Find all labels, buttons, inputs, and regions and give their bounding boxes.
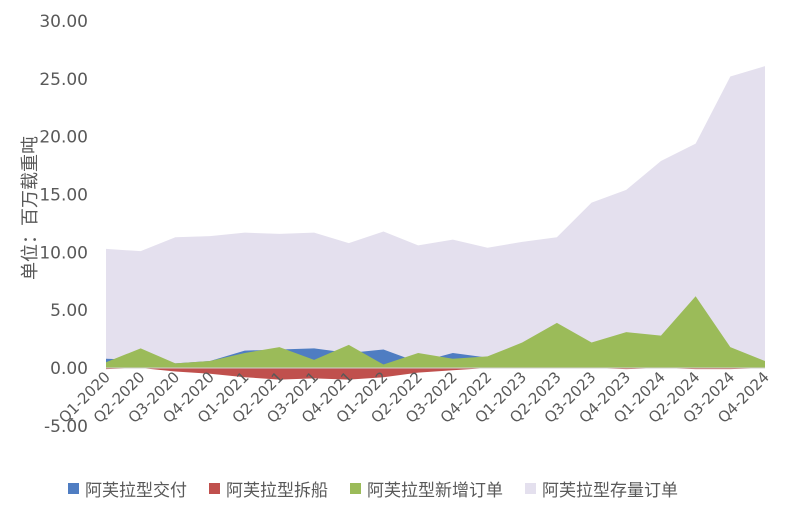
- legend: 阿芙拉型交付 阿芙拉型拆船 阿芙拉型新增订单 阿芙拉型存量订单: [68, 476, 700, 501]
- legend-swatch: [209, 483, 220, 494]
- y-tick-label: 0.00: [50, 359, 88, 379]
- legend-item: 阿芙拉型存量订单: [525, 476, 678, 501]
- y-axis-label: 单位：百万载重吨: [20, 136, 41, 280]
- y-axis-ticks: -5.00 0.00 5.00 10.00 15.00 20.00 25.00 30.00: [39, 12, 88, 437]
- y-tick-label: 15.00: [39, 186, 88, 206]
- legend-label: 阿芙拉型存量订单: [542, 481, 678, 501]
- legend-swatch: [525, 483, 536, 494]
- series-areas: [106, 66, 765, 380]
- legend-label: 阿芙拉型新增订单: [367, 481, 503, 501]
- legend-item: 阿芙拉型新增订单: [350, 476, 503, 501]
- series-area-3: [106, 368, 765, 380]
- legend-item: 阿芙拉型拆船: [209, 476, 328, 501]
- x-axis-ticks: Q1-2020Q2-2020Q3-2020Q4-2020Q1-2021Q2-20…: [55, 368, 773, 427]
- y-tick-label: 5.00: [50, 301, 88, 321]
- y-tick-label: -5.00: [44, 417, 88, 437]
- y-tick-label: 20.00: [39, 128, 88, 148]
- y-tick-label: 30.00: [39, 12, 88, 32]
- legend-label: 阿芙拉型交付: [85, 481, 187, 501]
- legend-item: 阿芙拉型交付: [68, 476, 187, 501]
- legend-swatch: [350, 483, 361, 494]
- legend-swatch: [68, 483, 79, 494]
- y-tick-label: 10.00: [39, 243, 88, 263]
- series-area-0: [106, 66, 765, 369]
- y-tick-label: 25.00: [39, 70, 88, 90]
- series-area-2: [106, 296, 765, 368]
- legend-label: 阿芙拉型拆船: [226, 481, 328, 501]
